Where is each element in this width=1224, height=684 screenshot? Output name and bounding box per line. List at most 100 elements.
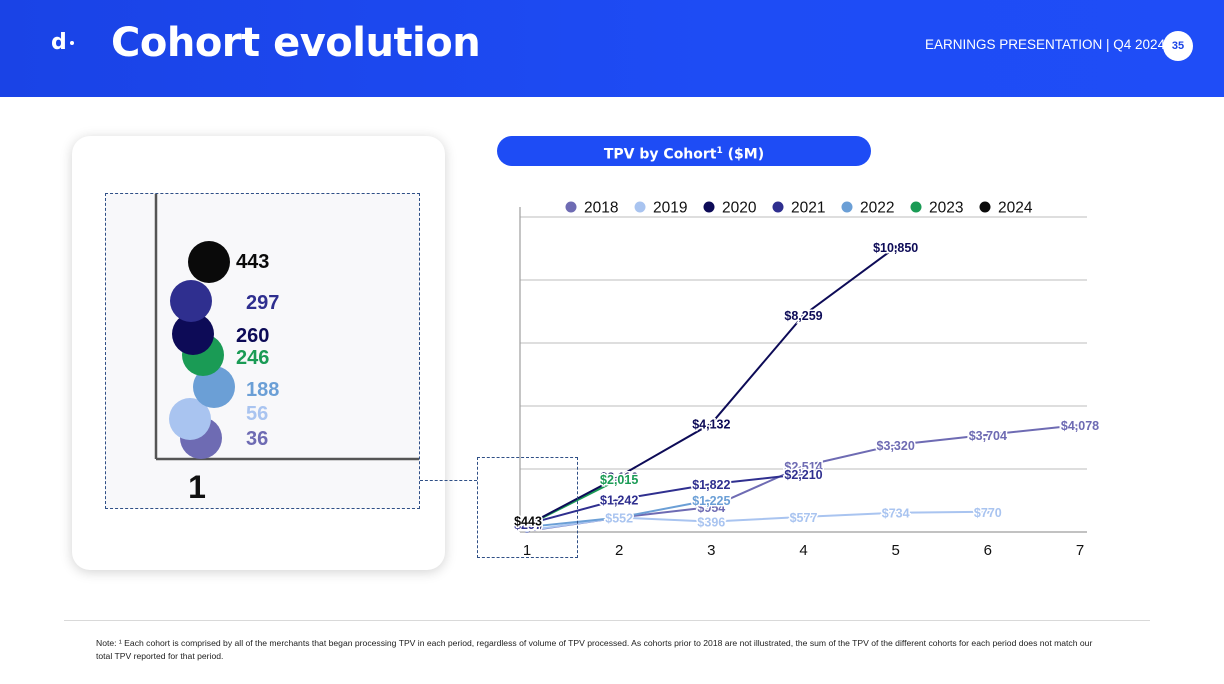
page-number: 35 [1163, 31, 1193, 61]
data-label-2020: $4,132 [692, 418, 730, 432]
inset-value-2019: 56 [246, 403, 268, 425]
data-point-2020 [893, 245, 898, 250]
chart-title: TPV by Cohort1 ($M) [497, 136, 871, 166]
zoom-source-box [477, 457, 578, 558]
presentation-subtitle: EARNINGS PRESENTATION | Q4 2024 [925, 37, 1166, 52]
inset-marker-2019 [169, 398, 211, 440]
legend-marker [910, 201, 922, 213]
inset-value-2022: 188 [246, 379, 279, 401]
data-point-2020 [525, 523, 529, 528]
inset-value-2023: 246 [236, 347, 269, 369]
x-tick-label: 2 [615, 542, 623, 559]
inset-value-2018: 36 [246, 428, 268, 450]
legend-label: 2021 [791, 200, 825, 217]
legend-item-2020: 2020 [703, 200, 757, 217]
data-label-2018: $2,514 [784, 460, 822, 474]
data-point-2020 [709, 421, 714, 426]
legend-marker [703, 201, 715, 213]
data-label-2020: $2,116 [600, 470, 638, 484]
x-tick-label: 3 [707, 542, 715, 559]
footer-divider [64, 620, 1150, 621]
x-tick-label: 6 [984, 542, 992, 559]
data-point-2019 [801, 514, 806, 519]
legend-label: 2018 [584, 200, 618, 217]
legend-label: 2020 [722, 200, 757, 217]
chart-title-text: TPV by Cohort [603, 146, 717, 163]
data-point-2019 [985, 509, 990, 514]
page-title: Cohort evolution [111, 20, 481, 66]
x-tick-label: 4 [799, 542, 807, 559]
data-label-2019: $552 [605, 512, 633, 526]
data-label-2019: $577 [790, 511, 818, 525]
inset-marker-2020 [172, 313, 214, 355]
data-point-2020 [617, 474, 622, 479]
data-point-2019 [525, 528, 529, 533]
data-label-2023: $2,015 [600, 473, 638, 487]
legend-item-2021: 2021 [772, 200, 825, 217]
inset-marker-2022 [193, 366, 235, 408]
data-point-2018 [893, 442, 898, 447]
inset-value-2024: 443 [236, 251, 269, 273]
chart-title-unit: ($M) [722, 146, 765, 163]
data-point-2018 [985, 432, 990, 437]
data-label-2024: $443 [514, 514, 542, 528]
data-label-2021: $2,210 [784, 468, 822, 482]
inset-value-2021: 297 [246, 292, 279, 314]
data-point-2021 [617, 497, 622, 502]
legend-item-2023: 2023 [910, 200, 963, 217]
header-bar: d Cohort evolution EARNINGS PRESENTATION… [0, 0, 1224, 97]
data-label-2019: $770 [974, 506, 1002, 520]
inset-x-label: 1 [188, 469, 206, 505]
inset-marker-2021 [170, 280, 212, 322]
legend-label: 2019 [653, 200, 687, 217]
inset-marker-2024 [188, 241, 230, 283]
inset-value-2020: 260 [236, 325, 269, 347]
data-point-2018 [801, 464, 806, 469]
legend-item-2018: 2018 [565, 200, 618, 217]
data-label-2018: $954 [697, 501, 725, 515]
data-point-2018 [709, 504, 714, 509]
data-point-2020 [801, 313, 806, 318]
legend-marker [565, 201, 577, 213]
zoom-connector [420, 480, 477, 481]
data-point-2021 [801, 471, 806, 476]
legend-label: 2023 [929, 200, 963, 217]
data-point-2018 [1078, 422, 1082, 427]
data-label-2021: $1,242 [600, 493, 638, 507]
x-tick-label: 5 [891, 542, 899, 559]
data-point-2019 [709, 519, 714, 524]
logo: d [51, 30, 74, 55]
legend-item-2024: 2024 [979, 200, 1033, 217]
legend-item-2022: 2022 [841, 200, 894, 217]
chart-title-footnote: 1 [716, 146, 723, 156]
data-label-2022: $1,225 [692, 494, 730, 508]
data-label-2020: $10,850 [873, 241, 918, 255]
data-label-2019: $734 [882, 507, 910, 521]
data-label-2018: $3,320 [877, 439, 915, 453]
legend-marker [979, 201, 991, 213]
data-label-2019: $396 [697, 516, 725, 530]
legend-marker [841, 201, 853, 213]
data-point-2024 [525, 518, 529, 523]
legend-label: 2022 [860, 200, 894, 217]
footnote: Note: ¹ Each cohort is comprised by all … [96, 638, 1093, 661]
data-label-2021: $297 [514, 518, 542, 532]
legend-marker [634, 201, 646, 213]
zoom-inset: 1 443 297 260 246 188 56 36 [105, 193, 421, 509]
data-label-2018: $3,704 [969, 429, 1007, 443]
data-point-2022 [709, 497, 714, 502]
data-label-2018: $4,078 [1061, 419, 1099, 433]
data-label-2021: $1,822 [692, 478, 730, 492]
data-label-2020: $8,259 [784, 309, 822, 323]
data-label-2020: $260 [514, 519, 542, 533]
x-tick-label: 7 [1076, 542, 1084, 559]
data-point-2021 [709, 482, 714, 487]
data-point-2022 [617, 515, 622, 520]
series-line-2019 [526, 510, 988, 532]
legend-marker [772, 201, 784, 213]
legend-item-2019: 2019 [634, 200, 687, 217]
legend-label: 2024 [998, 200, 1033, 217]
data-point-2019 [893, 510, 898, 515]
